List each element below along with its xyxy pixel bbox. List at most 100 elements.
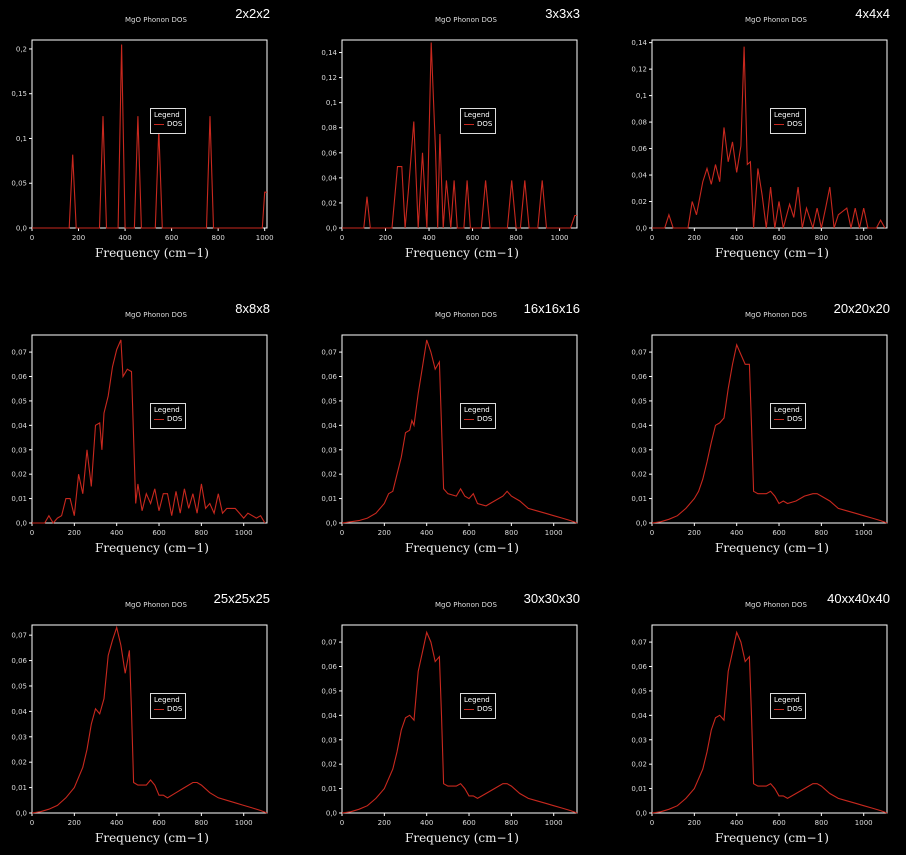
x-tick-label: 400 (420, 819, 433, 827)
x-tick-label: 600 (152, 819, 165, 827)
legend-title: Legend (154, 406, 180, 414)
x-tick-label: 800 (211, 234, 224, 242)
y-tick-label: 0,05 (321, 397, 337, 405)
legend-swatch (154, 124, 164, 125)
chart-panel: 0,0 0,01 0,02 0,03 0,04 0,05 0,06 0,07 0 200 400 60… (620, 295, 906, 565)
y-tick-label: 0,01 (631, 495, 647, 503)
x-tick-label: 400 (110, 819, 123, 827)
y-tick-label: 0,06 (321, 663, 337, 671)
legend-entry: DOS (167, 120, 183, 128)
y-tick-label: 0,07 (631, 639, 647, 647)
mesh-label: 4x4x4 (855, 6, 890, 21)
legend-title: Legend (774, 111, 800, 119)
y-tick-label: 0,07 (631, 349, 647, 357)
legend-box: Legend DOS (150, 403, 186, 429)
x-axis-label: Frequency (cm−1) (405, 246, 519, 260)
x-axis-label: Frequency (cm−1) (715, 246, 829, 260)
chart-panel: 0,0 0,02 0,04 0,06 0,08 0,1 0,12 0,14 0 200 400 600… (620, 0, 906, 270)
y-tick-label: 0,02 (321, 761, 337, 769)
y-tick-label: 0,04 (631, 422, 647, 430)
dos-series-line (651, 343, 888, 524)
x-tick-label: 400 (110, 529, 123, 537)
x-tick-label: 1000 (545, 529, 563, 537)
x-tick-label: 800 (509, 234, 522, 242)
legend-swatch (774, 419, 784, 420)
legend-box: Legend DOS (150, 693, 186, 719)
x-tick-label: 1000 (256, 234, 274, 242)
legend-box: Legend DOS (770, 403, 806, 429)
x-tick-label: 600 (462, 529, 475, 537)
y-tick-label: 0,01 (321, 785, 337, 793)
y-tick-label: 0,07 (321, 639, 337, 647)
y-tick-label: 0,03 (631, 446, 647, 454)
chart-panel: 0,0 0,02 0,04 0,06 0,08 0,1 0,12 0,14 0 200 400 600… (310, 0, 600, 270)
y-tick-label: 0,06 (631, 145, 647, 153)
y-tick-label: 0,04 (631, 172, 647, 180)
y-tick-label: 0,2 (16, 45, 27, 53)
mesh-label: 8x8x8 (235, 301, 270, 316)
x-tick-label: 0 (340, 234, 344, 242)
y-tick-label: 0,06 (631, 373, 647, 381)
y-tick-label: 0,0 (326, 225, 337, 233)
y-tick-label: 0,05 (11, 397, 27, 405)
x-tick-label: 600 (462, 819, 475, 827)
dos-series-line (341, 339, 578, 524)
x-tick-label: 1000 (855, 234, 873, 242)
plot-frame (651, 334, 888, 524)
x-tick-label: 200 (378, 529, 391, 537)
mesh-label: 40xx40x40 (827, 591, 890, 606)
chart-panel: 0,0 0,05 0,1 0,15 0,2 0 200 400 600 800 1000 MgO Ph… (0, 0, 290, 270)
plot-title: MgO Phonon DOS (435, 601, 497, 609)
legend-swatch (774, 709, 784, 710)
dos-series-line (651, 630, 888, 814)
x-tick-label: 800 (815, 529, 828, 537)
x-tick-label: 0 (340, 529, 344, 537)
x-axis-label: Frequency (cm−1) (715, 831, 829, 845)
y-tick-label: 0,12 (631, 66, 647, 74)
y-tick-label: 0,03 (321, 736, 337, 744)
y-tick-label: 0,1 (16, 135, 27, 143)
x-tick-label: 600 (466, 234, 479, 242)
x-tick-label: 800 (815, 819, 828, 827)
y-tick-label: 0,04 (321, 422, 337, 430)
y-tick-label: 0,05 (631, 397, 647, 405)
x-tick-label: 200 (688, 529, 701, 537)
x-tick-label: 1000 (545, 819, 563, 827)
dos-series-line (341, 630, 578, 814)
x-axis-label: Frequency (cm−1) (95, 831, 209, 845)
y-tick-label: 0,04 (11, 422, 27, 430)
chart-svg: 0,0 0,01 0,02 0,03 0,04 0,05 0,06 0,07 0 200 400 60… (631, 624, 888, 827)
chart-svg: 0,0 0,01 0,02 0,03 0,04 0,05 0,06 0,07 0 200 400 60… (11, 624, 268, 827)
y-tick-label: 0,0 (636, 810, 647, 818)
chart-svg: 0,0 0,01 0,02 0,03 0,04 0,05 0,06 0,07 0 200 400 60… (321, 624, 578, 827)
y-tick-label: 0,0 (636, 520, 647, 528)
y-tick-label: 0,02 (321, 199, 337, 207)
legend-title: Legend (464, 696, 490, 704)
x-tick-label: 800 (195, 529, 208, 537)
x-tick-label: 400 (730, 819, 743, 827)
x-tick-label: 800 (815, 234, 828, 242)
x-tick-label: 800 (505, 819, 518, 827)
mesh-label: 2x2x2 (235, 6, 270, 21)
y-tick-label: 0,03 (631, 736, 647, 744)
plot-frame (651, 39, 888, 229)
x-tick-label: 600 (165, 234, 178, 242)
dos-series-line (31, 625, 268, 814)
x-tick-label: 1000 (235, 819, 253, 827)
y-tick-label: 0,06 (321, 373, 337, 381)
legend-title: Legend (154, 696, 180, 704)
legend-entry: DOS (167, 705, 183, 713)
y-tick-label: 0,05 (321, 687, 337, 695)
y-tick-label: 0,06 (631, 663, 647, 671)
legend-title: Legend (154, 111, 180, 119)
x-tick-label: 200 (379, 234, 392, 242)
x-axis-label: Frequency (cm−1) (95, 541, 209, 555)
mesh-label: 16x16x16 (523, 301, 580, 316)
y-tick-label: 0,06 (11, 373, 27, 381)
y-tick-label: 0,14 (321, 49, 337, 57)
legend-entry: DOS (787, 120, 803, 128)
legend-box: Legend DOS (460, 403, 496, 429)
dos-series-line (32, 339, 266, 524)
y-tick-label: 0,01 (321, 495, 337, 503)
legend-swatch (464, 709, 474, 710)
